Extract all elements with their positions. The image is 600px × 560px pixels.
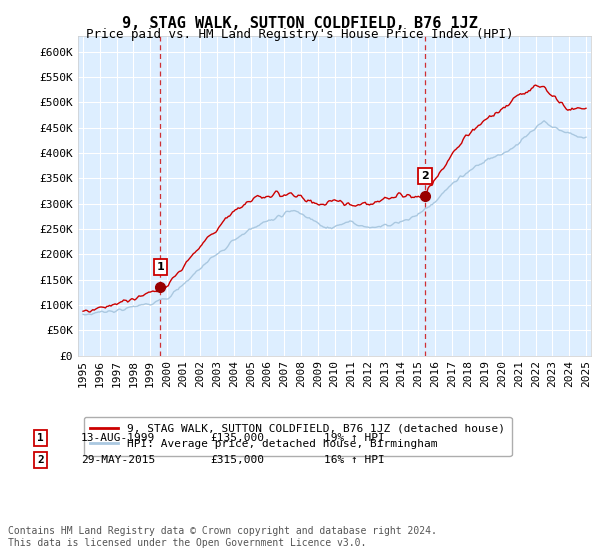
- Text: 16% ↑ HPI: 16% ↑ HPI: [324, 455, 385, 465]
- Text: 2: 2: [37, 455, 44, 465]
- Text: 29-MAY-2015: 29-MAY-2015: [81, 455, 155, 465]
- Text: 19% ↑ HPI: 19% ↑ HPI: [324, 433, 385, 443]
- Text: 13-AUG-1999: 13-AUG-1999: [81, 433, 155, 443]
- Text: £135,000: £135,000: [210, 433, 264, 443]
- Text: 1: 1: [157, 262, 164, 272]
- Text: Contains HM Land Registry data © Crown copyright and database right 2024.
This d: Contains HM Land Registry data © Crown c…: [8, 526, 437, 548]
- Text: £315,000: £315,000: [210, 455, 264, 465]
- Legend: 9, STAG WALK, SUTTON COLDFIELD, B76 1JZ (detached house), HPI: Average price, de: 9, STAG WALK, SUTTON COLDFIELD, B76 1JZ …: [83, 417, 512, 456]
- Text: 1: 1: [37, 433, 44, 443]
- Text: Price paid vs. HM Land Registry's House Price Index (HPI): Price paid vs. HM Land Registry's House …: [86, 28, 514, 41]
- Text: 2: 2: [421, 171, 429, 181]
- Text: 9, STAG WALK, SUTTON COLDFIELD, B76 1JZ: 9, STAG WALK, SUTTON COLDFIELD, B76 1JZ: [122, 16, 478, 31]
